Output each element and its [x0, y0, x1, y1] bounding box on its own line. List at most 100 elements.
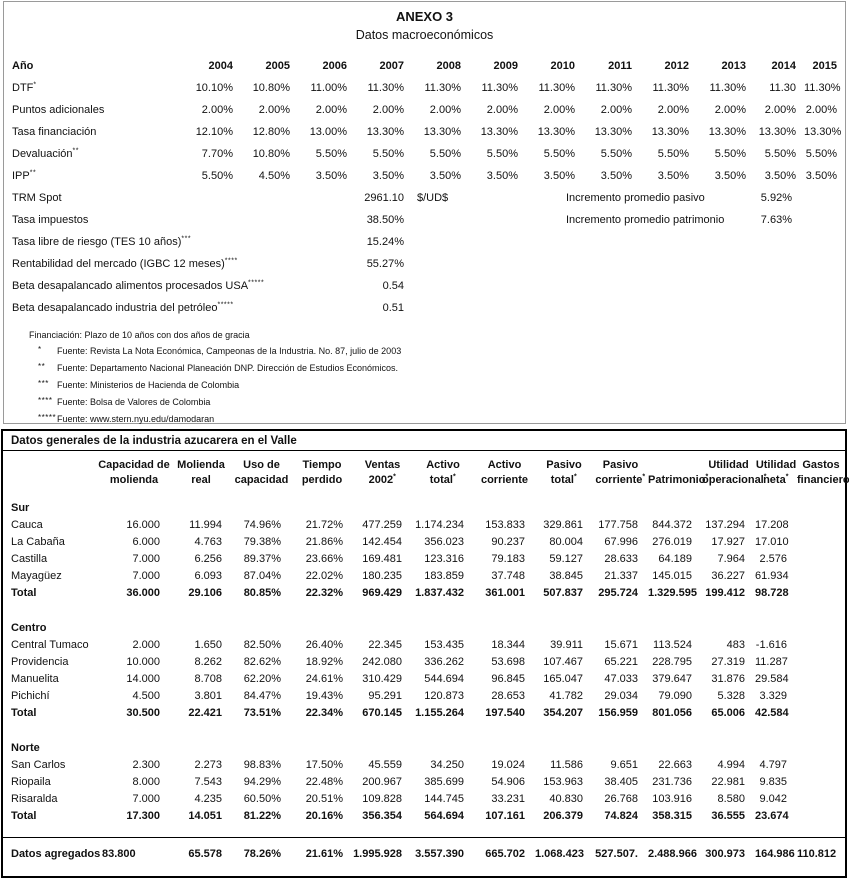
mill-value: 90.237 [491, 536, 525, 548]
mill-value: 36.227 [711, 570, 745, 582]
mill-value: 120.873 [424, 690, 464, 702]
macro-empty-cell [469, 209, 526, 231]
mill-value: 354.207 [543, 707, 583, 719]
mill-value: 17.010 [755, 536, 789, 548]
column-header-line2: corriente [474, 473, 535, 488]
aggregate-value: 1.995.928 [353, 836, 412, 872]
mill-value: 22.663 [658, 759, 692, 771]
industria-title: Datos generales de la industria azucarer… [3, 431, 845, 451]
macro-empty-cell [469, 253, 526, 275]
macro-value: 5.50% [764, 148, 796, 160]
macro-single-label-text: Beta desapalancado alimentos procesados … [12, 280, 249, 292]
column-header-line1: Activo [487, 459, 522, 471]
footnote-marker: * [38, 345, 42, 354]
mill-row: Providencia 10.000 8.262 82.62% 18.92% 242.08… [3, 654, 845, 671]
macro-value: 13.30% [708, 126, 746, 138]
footnote-marker: ** [38, 362, 46, 371]
mill-value: 82.62% [243, 656, 281, 668]
column-header-line2-text: molienda [109, 474, 159, 486]
macro-note-label: Incremento promedio patrimonio [566, 214, 725, 226]
macro-value: 3.50% [372, 170, 404, 182]
macro-value: 2.00% [258, 104, 290, 116]
section-name: Norte [11, 742, 40, 754]
mill-name: Total [11, 707, 37, 719]
total-row: Total 30.500 22.421 73.51% 22.34% 670.145 1.15… [3, 705, 845, 722]
mill-value: 17.208 [755, 519, 789, 531]
mill-value: 2.273 [194, 759, 222, 771]
mill-value: 5.328 [717, 690, 745, 702]
column-header-line1: Activo [426, 459, 460, 471]
macro-table: Año 2004 2005 2006 2007 2008 2009 2010 2011 2012… [4, 55, 845, 319]
mill-value: 107.467 [543, 656, 583, 668]
mill-value: 79.090 [658, 690, 692, 702]
macro-value: 2.00% [201, 104, 233, 116]
footnote-marker: **** [38, 396, 53, 405]
mill-value: 9.042 [759, 793, 787, 805]
macro-value: 13.30% [423, 126, 461, 138]
aggregate-value: 83.800 [98, 836, 170, 872]
mill-value: 37.748 [491, 570, 525, 582]
mill-value: 82.50% [243, 639, 281, 651]
mill-value: 38.405 [604, 776, 638, 788]
mill-value [797, 688, 845, 705]
macro-note-label [526, 253, 754, 275]
mill-value: 89.37% [243, 553, 281, 565]
column-header-line2-text: 2002 [368, 474, 394, 486]
mill-value: 64.189 [658, 553, 692, 565]
mill-name: Providencia [11, 656, 69, 668]
mill-row: Central Tumaco 2.000 1.650 82.50% 26.40% 22.3… [3, 637, 845, 654]
mill-name: Central Tumaco [11, 639, 89, 651]
mill-row: Mayagüez 7.000 6.093 87.04% 22.02% 180.235 183… [3, 568, 845, 585]
macro-value: 2.00% [486, 104, 518, 116]
footnote-marker: * [453, 473, 457, 481]
macro-value: 5.50% [429, 148, 461, 160]
macro-value: 2.00% [429, 104, 461, 116]
mill-value: 79.38% [243, 536, 281, 548]
year-header: 2004 [208, 60, 233, 72]
macro-row-label-text: DTF [12, 82, 34, 94]
mill-value: 801.056 [652, 707, 692, 719]
aggregate-row: Datos agregados 83.800 65.578 78.26% 21.61% 1… [3, 836, 845, 872]
macro-single-label: Tasa libre de riesgo (TES 10 años)*** [4, 231, 355, 253]
macro-single-label: Beta desapalancado alimentos procesados … [4, 275, 355, 297]
mill-value: 20.16% [305, 810, 343, 822]
macro-single-label: TRM Spot [4, 187, 355, 209]
mill-value: 145.015 [652, 570, 692, 582]
mill-value [797, 517, 845, 534]
macro-row: IPP** 5.50% 4.50% 3.50% 3.50% 3.50% 3.50% 3.50%… [4, 165, 845, 187]
mill-value: 53.698 [491, 656, 525, 668]
mill-value: 156.959 [598, 707, 638, 719]
footnote-line: *****Fuente: www.stern.nyu.edu/damodaran [29, 411, 845, 428]
macro-empty-cell [804, 275, 845, 297]
macro-note-value [754, 275, 804, 297]
industria-column-header: Tiempo perdido [291, 451, 353, 494]
aggregate-value: 1.068.423 [535, 836, 593, 872]
footnote-marker: ** [72, 147, 79, 155]
mill-value: 123.316 [424, 553, 464, 565]
macro-empty-cell [804, 297, 845, 319]
mill-value: 26.768 [604, 793, 638, 805]
mill-value: 94.29% [243, 776, 281, 788]
section-name-row: Norte [3, 734, 845, 757]
mill-value: 60.50% [243, 793, 281, 805]
macro-single-unit [412, 275, 469, 297]
mill-value: 169.481 [362, 553, 402, 565]
mill-value: 329.861 [543, 519, 583, 531]
column-header-line1: Utilidad [755, 459, 797, 471]
macro-value: 11.30% [652, 82, 690, 94]
macro-note-value [754, 231, 804, 253]
year-header: 2013 [721, 60, 746, 72]
mill-value: 29.034 [604, 690, 638, 702]
mill-value: 80.004 [549, 536, 583, 548]
mill-value [797, 705, 845, 722]
mill-value: 183.859 [424, 570, 464, 582]
mill-value: 29.106 [188, 587, 222, 599]
mill-value: 65.221 [604, 656, 638, 668]
mill-value: 358.315 [652, 810, 692, 822]
macro-value: 7.70% [201, 148, 233, 160]
macro-value: 13.30% [480, 126, 518, 138]
column-header-line1: Tiempo [302, 459, 342, 471]
mill-value: 3.329 [759, 690, 787, 702]
footnote-marker: * [785, 473, 789, 481]
aggregate-value: 110.812 [797, 836, 845, 872]
